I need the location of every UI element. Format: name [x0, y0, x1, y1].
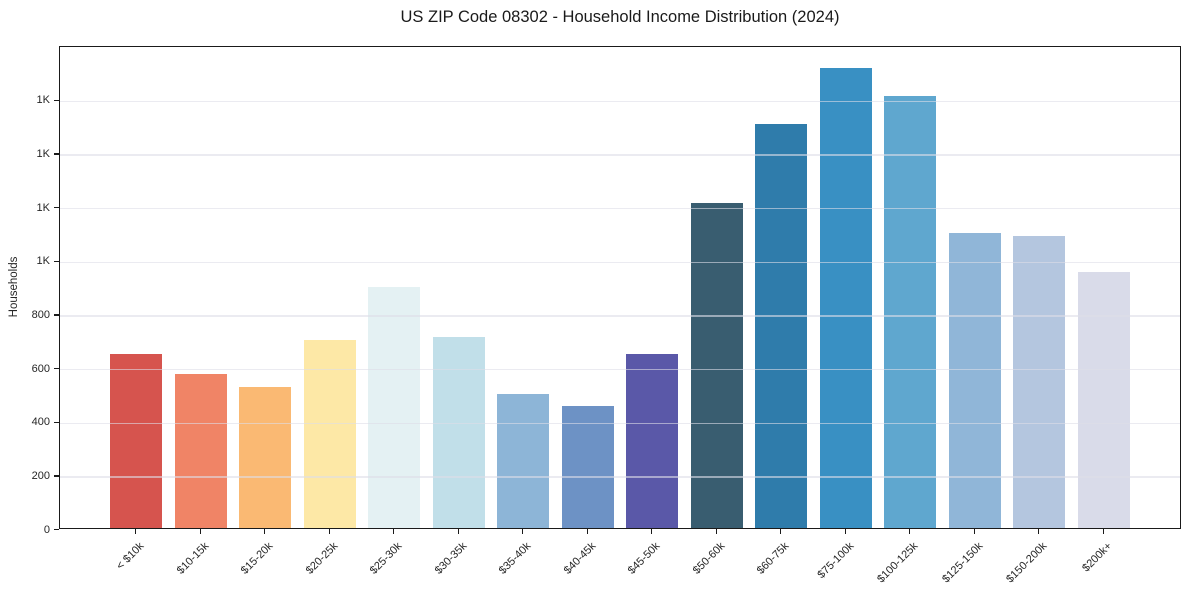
bar	[626, 353, 678, 528]
x-tick-mark	[844, 529, 846, 534]
bar	[110, 353, 162, 528]
gridline	[60, 208, 1180, 210]
gridline	[60, 422, 1180, 424]
y-tick-label: 1K	[36, 147, 50, 160]
y-tick-mark	[54, 99, 59, 101]
gridline	[60, 369, 1180, 371]
x-tick-label: $40-45k	[561, 540, 598, 577]
gridline	[60, 100, 1180, 102]
bar	[1013, 235, 1065, 528]
y-tick-mark	[54, 529, 59, 531]
gridline	[60, 154, 1180, 156]
gridline	[60, 476, 1180, 478]
bar	[561, 405, 614, 528]
y-tick-mark	[54, 368, 59, 370]
x-tick-label: $35-40k	[496, 540, 534, 577]
bar	[432, 337, 485, 528]
x-tick-mark	[715, 529, 717, 534]
bar	[819, 67, 872, 528]
x-tick-mark	[651, 529, 653, 534]
x-tick-mark	[393, 529, 395, 534]
bar	[239, 387, 291, 528]
y-tick-mark	[54, 421, 59, 423]
x-tick-mark	[909, 529, 911, 534]
x-tick-mark	[522, 529, 524, 534]
bar	[948, 232, 1001, 528]
y-tick-mark	[54, 260, 59, 262]
x-tick-label: $10-15k	[174, 540, 211, 577]
x-tick-label: $45-50k	[625, 540, 663, 577]
x-tick-mark	[780, 529, 782, 534]
x-tick-mark	[1102, 529, 1104, 534]
y-tick-label: 400	[31, 416, 50, 429]
x-tick-mark	[135, 529, 137, 534]
y-tick-label: 800	[31, 308, 50, 321]
bar	[303, 340, 356, 528]
x-tick-label: < $10k	[114, 540, 147, 573]
gridline	[60, 315, 1180, 317]
y-tick-label: 0	[43, 523, 50, 536]
bar	[174, 373, 227, 528]
bar	[497, 393, 549, 528]
x-tick-label: $60-75k	[754, 540, 792, 577]
y-tick-label: 1K	[36, 255, 50, 268]
chart-title: US ZIP Code 08302 - Household Income Dis…	[400, 8, 840, 26]
x-tick-mark	[328, 529, 330, 534]
gridline	[60, 261, 1180, 263]
x-tick-label: $200k+	[1079, 540, 1114, 575]
y-tick-mark	[54, 153, 59, 155]
bar	[755, 124, 807, 528]
y-tick-label: 1K	[36, 94, 50, 107]
x-tick-mark	[264, 529, 266, 534]
bar	[1077, 271, 1130, 528]
x-tick-mark	[1038, 529, 1040, 534]
x-tick-label: $25-30k	[367, 540, 405, 577]
x-tick-label: $15-20k	[238, 540, 276, 577]
y-tick-label: 600	[31, 362, 50, 375]
x-tick-mark	[973, 529, 975, 534]
y-tick-mark	[54, 207, 59, 209]
bar	[690, 203, 743, 528]
bar	[884, 95, 936, 528]
x-tick-mark	[199, 529, 201, 534]
x-tick-mark	[586, 529, 588, 534]
x-tick-label: $75-100k	[814, 540, 856, 582]
bar	[368, 286, 420, 528]
x-tick-label: $125-150k	[939, 540, 985, 586]
x-tick-label: $50-60k	[690, 540, 727, 577]
x-tick-label: $20-25k	[303, 540, 340, 577]
y-tick-mark	[54, 475, 59, 477]
x-tick-label: $100-125k	[875, 540, 921, 586]
y-tick-label: 1K	[36, 201, 50, 214]
x-tick-label: $30-35k	[432, 540, 469, 577]
x-tick-mark	[457, 529, 459, 534]
y-tick-label: 200	[31, 469, 50, 482]
y-tick-mark	[54, 314, 59, 316]
plot-area	[59, 46, 1181, 529]
x-tick-label: $150-200k	[1004, 540, 1050, 586]
